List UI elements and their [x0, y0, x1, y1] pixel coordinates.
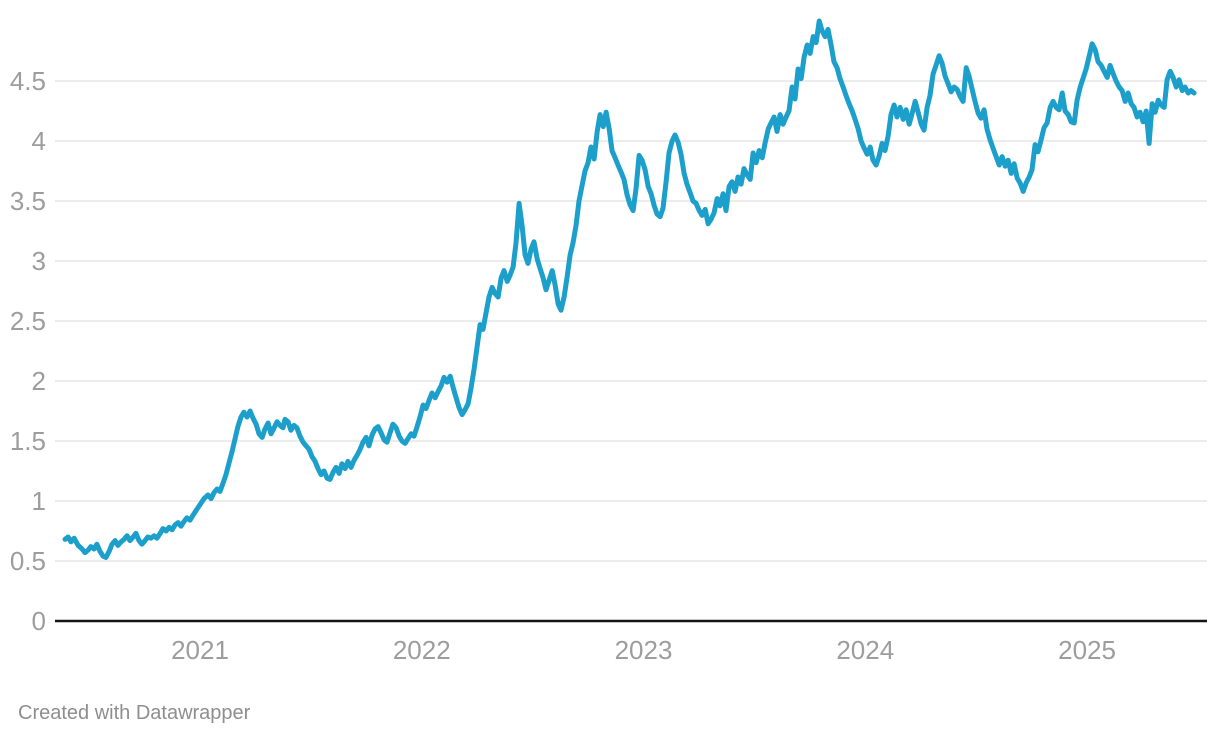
y-tick-label: 2.5 — [10, 306, 46, 336]
x-tick-label: 2025 — [1058, 635, 1116, 665]
x-tick-label: 2022 — [393, 635, 451, 665]
y-tick-label: 0 — [32, 606, 46, 636]
x-tick-label: 2024 — [836, 635, 894, 665]
x-tick-label: 2023 — [615, 635, 673, 665]
datawrapper-attribution-link[interactable]: Created with Datawrapper — [18, 702, 251, 724]
y-tick-label: 3 — [32, 246, 46, 276]
y-tick-label: 4.5 — [10, 66, 46, 96]
y-tick-label: 3.5 — [10, 186, 46, 216]
line-chart: 0 0.5 1 1.5 2 2.5 3 3.5 4 4.5 2021 2022 2023 2024 2025 — [10, 18, 1207, 665]
chart-canvas: 0 0.5 1 1.5 2 2.5 3 3.5 4 4.5 2021 2022 2023 2024 2025 — [10, 18, 1207, 665]
attribution-bar: Created with Datawrapper — [18, 702, 250, 725]
price-line — [62, 18, 1197, 560]
y-tick-label: 1.5 — [10, 426, 46, 456]
y-tick-label: 2 — [32, 366, 46, 396]
y-tick-label: 0.5 — [10, 546, 46, 576]
y-tick-label: 4 — [32, 126, 46, 156]
y-tick-label: 1 — [32, 486, 46, 516]
x-tick-label: 2021 — [171, 635, 229, 665]
